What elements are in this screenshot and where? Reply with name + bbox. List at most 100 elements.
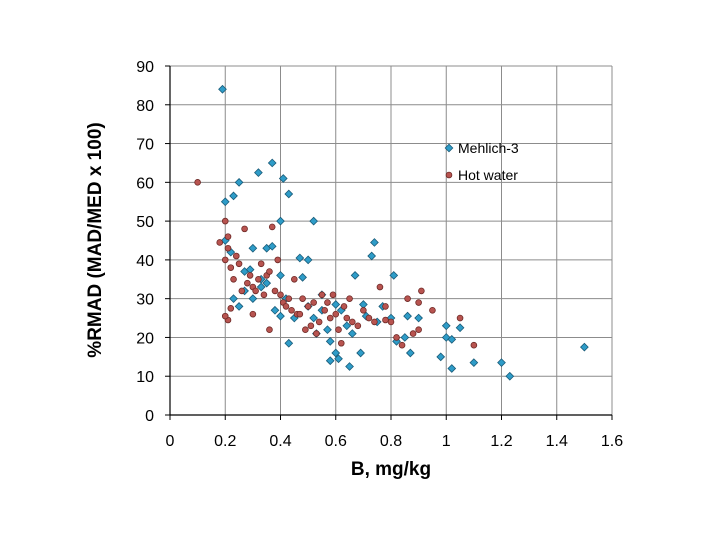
hot-water-point [335,326,342,333]
hot-water-point [329,291,337,299]
x-tick-label: 1.2 [490,433,512,450]
hot-water-point [216,239,224,246]
x-tick-label: 0.8 [380,433,402,450]
mehlich-3-point [334,354,343,364]
hot-water-point [382,316,389,324]
hot-water-point [343,314,351,322]
mehlich-3-point [309,313,319,323]
legend-label: Hot water [458,167,518,183]
hot-water-point [354,322,362,330]
y-tick-label: 30 [136,292,154,309]
hot-water-point [257,260,265,268]
hot-water-point [271,287,279,295]
hot-water-point [285,295,293,302]
mehlich-3-point [367,251,377,261]
mehlich-3-point [276,271,285,280]
mehlich-3-point [254,168,263,178]
hot-water-point [238,287,246,295]
mehlich-3-point [370,238,379,247]
mehlich-3-point [229,191,238,201]
mehlich-3-point [270,305,280,315]
mehlich-3-point [331,300,341,309]
y-tick-label: 40 [136,253,154,270]
hot-water-point [302,326,309,333]
mehlich-3-point [403,311,412,321]
hot-water-point [332,310,340,318]
hot-water-point [365,314,373,322]
mehlich-3-point [414,313,423,323]
hot-water-point [418,287,425,295]
hot-water-point [376,283,384,291]
mehlich-3-point [248,243,258,253]
legend: Mehlich-3 Hot water [444,140,519,183]
hot-water-point [429,306,436,314]
mehlich-3-point [400,333,410,342]
mehlich-3-point [234,302,244,311]
y-tick-label: 20 [136,330,154,347]
hot-water-point [224,233,232,240]
y-tick-label: 70 [136,137,154,154]
mehlich-3-point [455,323,465,333]
x-tick-label: 0.6 [325,433,347,450]
mehlich-3-point [220,197,230,207]
mehlich-3-point [298,272,307,282]
x-tick-label: 0 [166,433,175,450]
hot-water-point [244,279,251,287]
mehlich-3-point [505,371,515,381]
mehlich-3-point [234,177,244,187]
hot-water-point [252,287,259,295]
axes [165,65,613,420]
hot-water-point [318,291,326,299]
hot-water-point [266,326,273,333]
legend-label: Mehlich-3 [458,140,519,156]
hot-water-point [221,312,229,320]
hot-water-point [227,305,235,312]
mehlich-3-point [248,294,258,304]
mehlich-3-point [323,325,332,335]
y-tick-label: 60 [136,175,154,192]
y-tick-label: 90 [136,59,154,76]
hot-water-point [255,275,262,283]
x-tick-label: 0.2 [214,433,236,450]
mehlich-3-point [436,352,446,362]
mehlich-3-point [284,338,294,348]
x-tick-label: 1.6 [601,433,623,450]
x-tick-label: 1 [442,433,451,450]
hot-water-point [456,314,464,322]
hot-water-point [415,299,422,306]
y-tick-label: 10 [136,369,154,386]
mehlich-3-point [350,271,360,280]
mehlich-3-point [580,342,589,352]
mehlich-3-point [389,271,399,280]
hot-water-point [315,318,323,326]
mehlich-3-point [267,158,277,168]
mehlich-3-point [284,189,294,199]
hot-water-point [291,275,298,283]
mehlich-3-point [267,241,277,251]
hot-water-point [241,225,248,233]
hot-water-point [409,330,417,337]
mehlich-3-point [303,255,313,265]
mehlich-3-point [392,336,401,346]
x-tick-label: 0.4 [269,433,291,450]
mehlich-3-point [497,358,506,368]
hot-water-point [398,341,406,349]
mehlich-3-point [262,278,272,288]
hot-water-point [288,306,295,314]
hot-water-point [337,339,345,347]
legend-marker-mehlich-3 [444,143,454,153]
hot-water-point [349,318,356,326]
mehlich-3-point [447,364,457,373]
hot-water-point [304,303,312,310]
data-points [194,84,589,381]
mehlich-3-point [325,336,335,346]
hot-water-point [230,275,237,283]
hot-water-point [387,318,395,326]
mehlich-3-point [347,329,357,338]
hot-water-point [266,268,273,275]
hot-water-point [282,303,290,310]
hot-water-point [393,334,400,341]
y-tick-label: 80 [136,98,154,115]
mehlich-3-point [229,294,238,304]
mehlich-3-point [345,362,354,371]
